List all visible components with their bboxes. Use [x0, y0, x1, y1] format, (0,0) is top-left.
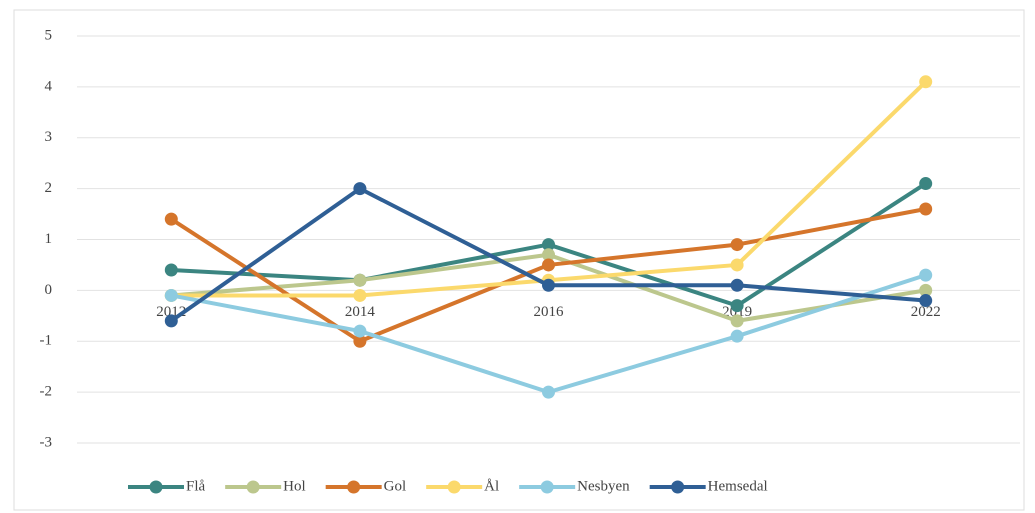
data-point — [919, 283, 933, 297]
data-point — [353, 288, 367, 302]
data-point — [919, 75, 933, 89]
y-tick-label: 2 — [45, 180, 53, 196]
legend-marker — [447, 480, 461, 494]
data-point — [353, 334, 367, 348]
legend-marker — [246, 480, 260, 494]
data-point — [164, 288, 178, 302]
data-point — [919, 268, 933, 282]
data-point — [730, 238, 744, 252]
legend-label: Ål — [484, 478, 499, 494]
y-tick-label: 4 — [45, 78, 53, 94]
y-tick-label: -3 — [40, 434, 53, 450]
data-point — [542, 385, 555, 399]
legend-label: Nesbyen — [577, 478, 630, 494]
y-tick-label: 0 — [45, 282, 53, 298]
y-tick-label: 1 — [45, 231, 53, 247]
data-point — [919, 294, 933, 308]
data-point — [164, 314, 178, 328]
data-point — [730, 299, 744, 313]
legend-marker — [149, 480, 163, 494]
legend-label: Hol — [283, 478, 306, 494]
data-point — [542, 248, 555, 262]
legend-marker — [347, 480, 361, 494]
data-point — [164, 263, 178, 277]
x-tick-label: 2014 — [345, 304, 376, 320]
x-tick-label: 2016 — [534, 304, 565, 320]
data-point — [919, 202, 933, 216]
data-point — [353, 182, 367, 196]
y-tick-label: 3 — [45, 129, 53, 145]
data-point — [730, 258, 744, 272]
data-point — [542, 238, 555, 252]
data-point — [542, 278, 555, 292]
data-point — [730, 314, 744, 328]
data-point — [542, 258, 555, 272]
data-point — [164, 212, 178, 226]
data-point — [353, 324, 367, 338]
data-point — [730, 278, 744, 292]
legend-label: Hemsedal — [708, 478, 768, 494]
data-point — [919, 177, 933, 191]
y-tick-label: -2 — [40, 384, 53, 400]
legend-marker — [671, 480, 685, 494]
data-point — [730, 329, 744, 343]
legend-label: Flå — [186, 478, 206, 494]
legend-label: Gol — [384, 478, 407, 494]
data-point — [353, 273, 367, 287]
y-tick-label: -1 — [40, 333, 53, 349]
y-tick-label: 5 — [45, 27, 53, 43]
legend-marker — [540, 480, 554, 494]
x-tick-label: 2022 — [911, 304, 941, 320]
